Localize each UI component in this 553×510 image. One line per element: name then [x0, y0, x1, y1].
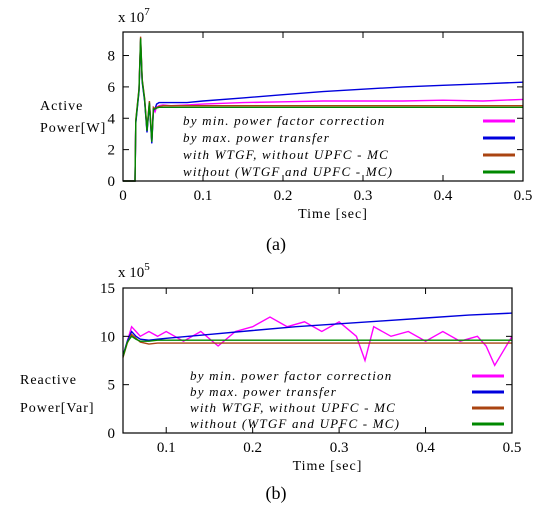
x-tick-label: 0: [119, 188, 127, 204]
x-tick-label: 0.1: [157, 440, 176, 456]
series-line-2: [122, 333, 512, 358]
series-line-0: [122, 316, 513, 367]
active-power-panel: 0 0.1 0.2 0.3 0.4 0.5 0 2 4 6 8 x 107 Active Power[W]…: [40, 6, 532, 255]
x-tick-label: 0.2: [274, 188, 293, 204]
y-tick-label: 5: [108, 378, 116, 394]
y-axis-label-line2: Power[W]: [40, 121, 106, 136]
series-line-3: [122, 335, 512, 357]
x-axis-label: Time [sec]: [298, 207, 368, 222]
y-tick-label: 8: [108, 49, 116, 65]
x-tick-label: 0.3: [354, 188, 373, 204]
y-tick-label: 15: [100, 281, 115, 297]
panel-caption: (b): [266, 483, 287, 504]
x-tick-label: 0.1: [194, 188, 213, 204]
x-tick-label: 0.5: [514, 188, 533, 204]
y-tick-label: 6: [108, 80, 116, 96]
x-tick-label: 0.4: [416, 440, 435, 456]
x-tick-label: 0.3: [330, 440, 349, 456]
panel-caption: (a): [266, 234, 286, 255]
x-tick-label: 0.2: [243, 440, 262, 456]
legend-entry-1: by max. power transfer: [190, 384, 337, 399]
y-axis-label-line1: Reactive: [20, 373, 77, 388]
series-line-1: [122, 312, 513, 356]
y-tick-label: 10: [100, 329, 115, 345]
y-multiplier: x 107: [118, 6, 150, 26]
y-tick-label: 4: [108, 111, 116, 127]
legend-entry-0: by min. power factor correction: [183, 113, 385, 128]
y-multiplier-exponent: 5: [144, 261, 150, 273]
x-tick-label: 0.4: [434, 188, 453, 204]
legend-entry-0: by min. power factor correction: [190, 368, 392, 383]
y-axis-label-line2: Power[Var]: [20, 401, 95, 416]
y-multiplier-exponent: 7: [144, 6, 150, 18]
series-line-3: [123, 38, 523, 182]
legend-entry-3: without (WTGF and UPFC - MC): [183, 164, 393, 179]
x-axis-label: Time [sec]: [293, 459, 363, 474]
legend-entry-2: with WTGF, without UPFC - MC: [190, 400, 396, 415]
legend-entry-3: without (WTGF and UPFC - MC): [190, 416, 400, 431]
legend-entry-1: by max. power transfer: [183, 130, 330, 145]
plot-frame: [122, 287, 513, 434]
y-tick-label: 2: [108, 143, 116, 159]
y-tick-label: 0: [108, 174, 116, 190]
reactive-power-panel: 0.1 0.2 0.3 0.4 0.5 0 5 10 15x 105 Reactive Power[…: [20, 261, 521, 504]
x-tick-label: 0.5: [503, 440, 522, 456]
y-tick-label: 0: [108, 426, 116, 442]
y-multiplier: x 105: [118, 261, 150, 281]
legend-entry-2: with WTGF, without UPFC - MC: [183, 147, 389, 162]
y-axis-label-line1: Active: [40, 99, 83, 114]
plot-frame: [122, 31, 524, 182]
